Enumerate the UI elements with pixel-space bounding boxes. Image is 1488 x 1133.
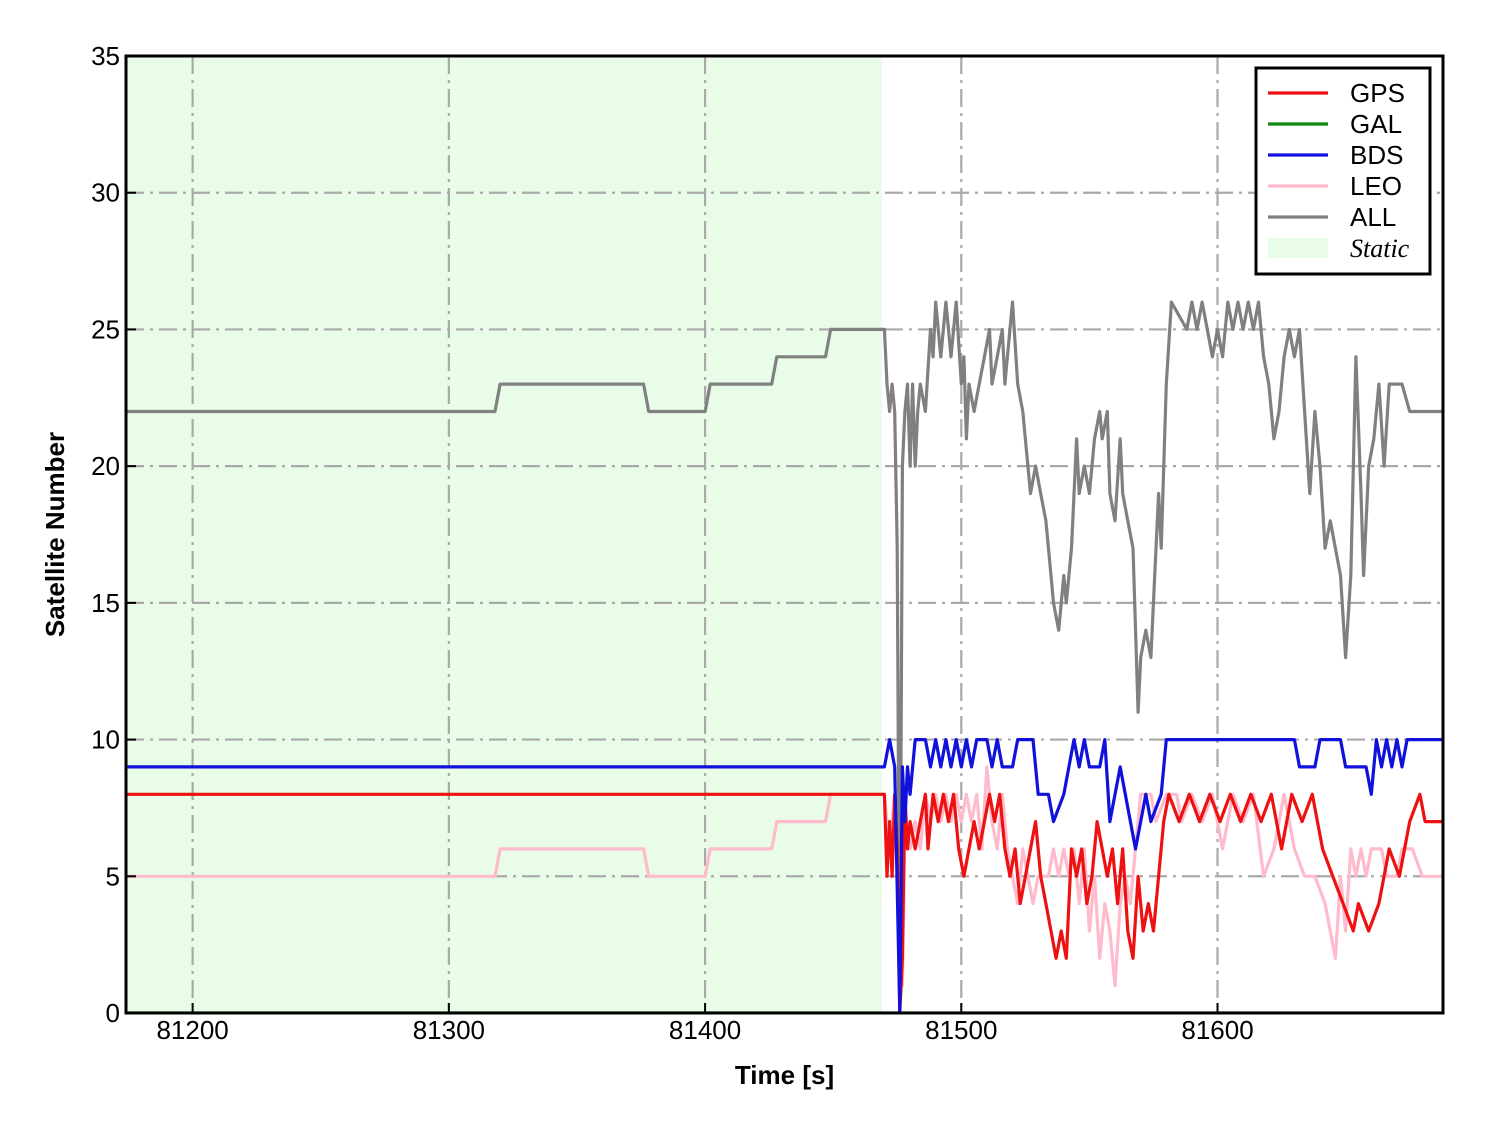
- series-line-all: [126, 300, 1443, 1013]
- x-axis-label: Time [s]: [735, 1060, 834, 1090]
- y-axis-label: Satellite Number: [40, 432, 70, 637]
- x-tick-label: 81600: [1181, 1015, 1253, 1045]
- y-tick-label: 15: [91, 588, 120, 618]
- plot-border: [124, 54, 1445, 1015]
- plot-frame: [124, 54, 1445, 1015]
- y-axis-ticks: 0 5 10 15 20 25 30 35: [91, 41, 136, 1028]
- x-tick-label: 81400: [669, 1015, 741, 1045]
- legend-label-leo: LEO: [1350, 171, 1402, 201]
- static-shaded-region: [126, 56, 882, 1013]
- series-line-bds: [126, 738, 1443, 1013]
- legend-label-bds: BDS: [1350, 140, 1403, 170]
- x-tick-label: 81500: [925, 1015, 997, 1045]
- x-tick-label: 81300: [413, 1015, 485, 1045]
- legend-label-all: ALL: [1350, 202, 1396, 232]
- legend-label-gps: GPS: [1350, 78, 1405, 108]
- y-tick-label: 30: [91, 178, 120, 208]
- series-line-gps: [126, 792, 1443, 1013]
- y-tick-label: 25: [91, 314, 120, 344]
- static-region-rect: [126, 56, 882, 1013]
- legend-label-static: Static: [1350, 234, 1410, 263]
- legend-label-gal: GAL: [1350, 109, 1402, 139]
- series-lines: [126, 300, 1443, 1013]
- x-axis-ticks: 81200 81300 81400 81500 81600: [156, 1003, 1254, 1045]
- y-tick-label: 5: [106, 861, 120, 891]
- y-tick-label: 10: [91, 725, 120, 755]
- y-tick-label: 0: [106, 998, 120, 1028]
- y-tick-label: 35: [91, 41, 120, 71]
- legend-swatch-static: [1268, 238, 1328, 258]
- y-tick-label: 20: [91, 451, 120, 481]
- x-tick-label: 81200: [156, 1015, 228, 1045]
